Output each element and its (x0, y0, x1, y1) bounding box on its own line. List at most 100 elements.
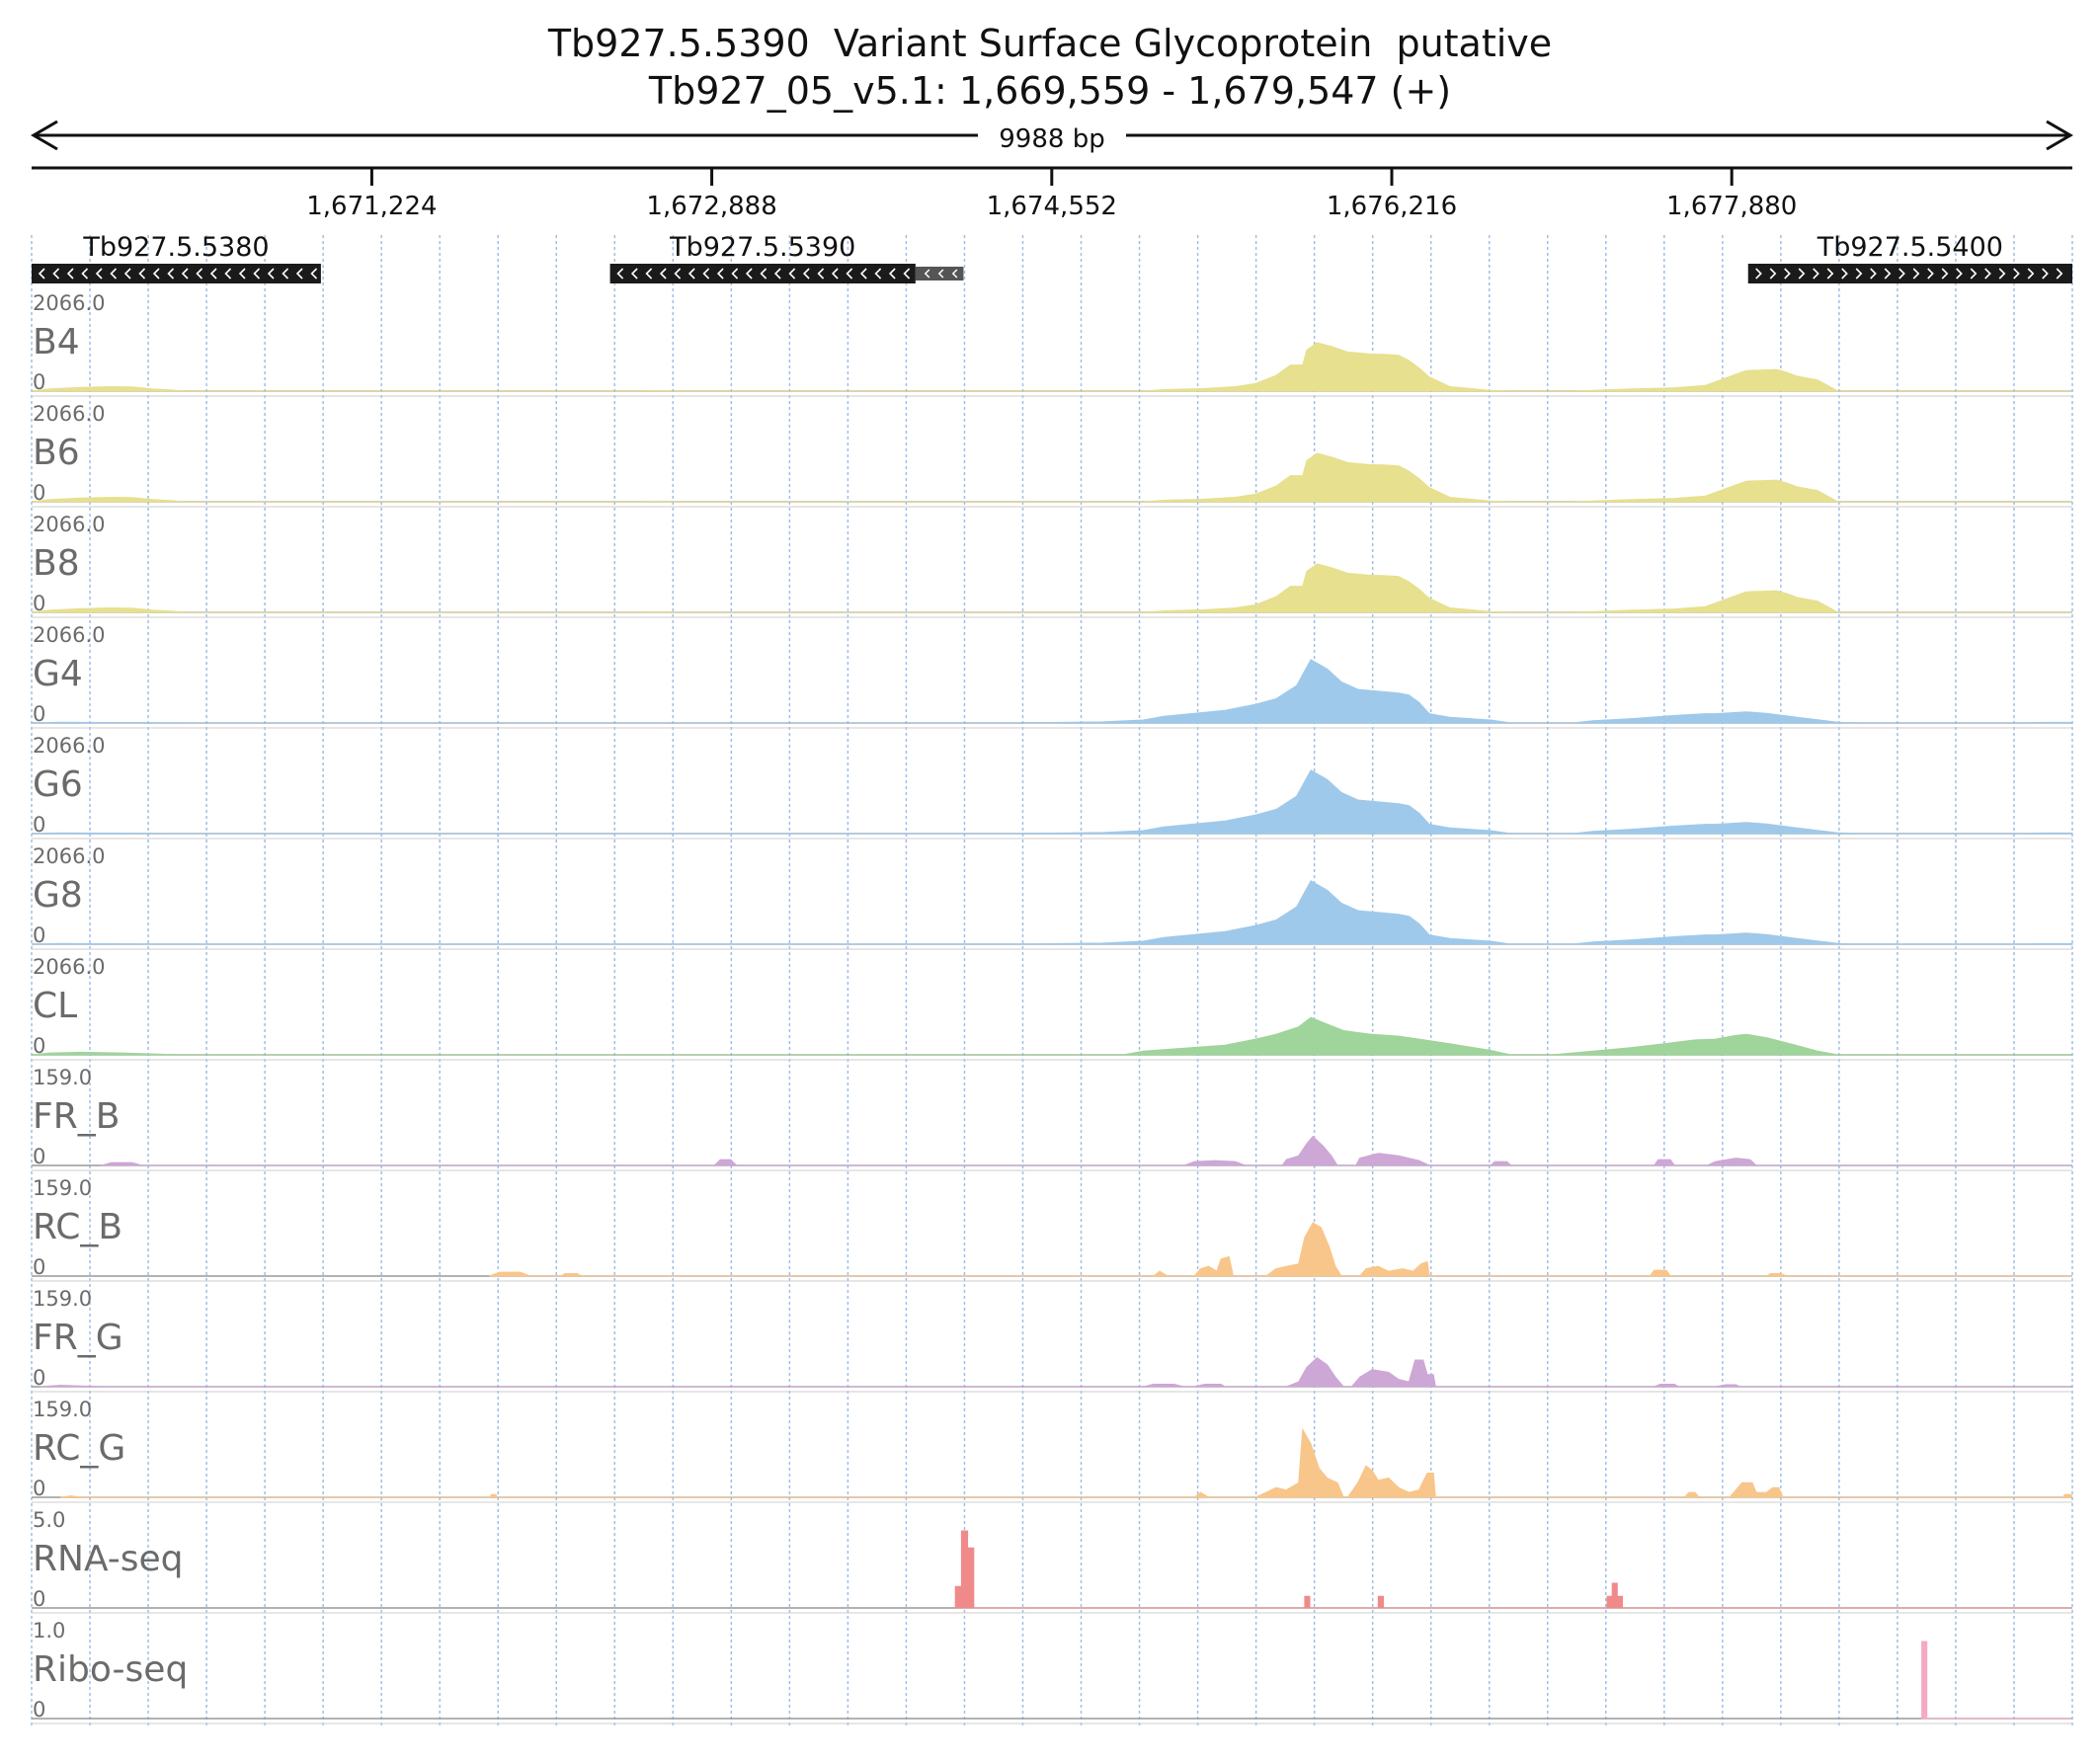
track-max-label: 2066.0 (33, 513, 105, 536)
track-signal-area (60, 1427, 2073, 1498)
span-arrow-left-icon (31, 120, 58, 151)
chart-title: Tb927.5.5390 Variant Surface Glycoprotei… (547, 22, 1553, 65)
track-max-label: 1.0 (33, 1619, 65, 1643)
gene-strand-chevron-icon (659, 268, 667, 280)
track-signal-area (40, 1356, 2072, 1388)
gene-strand-chevron-icon (1884, 268, 1892, 280)
track-signal-area (31, 563, 2072, 613)
gene-strand-chevron-icon (903, 268, 911, 280)
track-min-label: 0 (33, 592, 45, 615)
gene-strand-chevron-icon (253, 268, 261, 280)
track-max-label: 2066.0 (33, 734, 105, 758)
gene-strand-chevron-icon (110, 268, 118, 280)
gene-strand-chevron-icon (773, 268, 781, 280)
span-arrow-right-icon (2046, 120, 2073, 151)
track-name-label: B8 (33, 543, 80, 584)
track-name-label: B4 (33, 322, 80, 362)
track-max-label: 159.0 (33, 1176, 92, 1200)
track-signal-area (101, 1135, 2072, 1166)
gene-strand-chevron-icon (238, 268, 246, 280)
gene-strand-chevron-icon (282, 268, 289, 280)
gene-strand-chevron-icon (52, 268, 60, 280)
track-name-label: RNA-seq (33, 1539, 184, 1579)
track-name-label: Ribo-seq (33, 1649, 188, 1690)
gene-strand-chevron-icon (1912, 268, 1920, 280)
gene-strand-chevron-icon (687, 268, 695, 280)
gene-strand-chevron-icon (196, 268, 203, 280)
gene-strand-chevron-icon (1841, 268, 1848, 280)
gene-box (1747, 264, 2072, 283)
gene-strand-chevron-icon (1927, 268, 1934, 280)
span-label: 9988 bp (999, 124, 1104, 154)
track-max-label: 2066.0 (33, 623, 105, 647)
track-name-label: B6 (33, 433, 80, 473)
track-max-label: 159.0 (33, 1287, 92, 1311)
track-name-label: FR_B (33, 1096, 120, 1137)
gene-strand-chevron-icon (760, 268, 767, 280)
gene-strand-chevron-icon (1941, 268, 1949, 280)
ruler-tick-label: 1,672,888 (646, 192, 776, 221)
gene-strand-chevron-icon (167, 268, 175, 280)
track-name-label: G6 (33, 764, 83, 805)
gene-strand-chevron-icon (1855, 268, 1863, 280)
gene-strand-chevron-icon (1813, 268, 1819, 280)
track-max-label: 159.0 (33, 1398, 92, 1421)
gene-label: Tb927.5.5400 (1817, 232, 2003, 263)
track-min-label: 0 (33, 1145, 45, 1168)
gene-strand-chevron-icon (81, 268, 89, 280)
track-min-label: 0 (33, 1477, 45, 1500)
track-name-label: RC_G (33, 1428, 125, 1469)
gene-strand-chevron-icon (1956, 268, 1963, 280)
track-signal-area (31, 1016, 2072, 1056)
gene-strand-chevron-icon (295, 268, 303, 280)
track-name-label: G8 (33, 875, 83, 916)
track-min-label: 0 (33, 370, 45, 394)
gene-strand-chevron-icon (2013, 268, 2020, 280)
track-signal-area (489, 1222, 2072, 1277)
track-min-label: 0 (33, 923, 45, 947)
gene-strand-chevron-icon (1970, 268, 1978, 280)
track-min-label: 0 (33, 702, 45, 726)
gene-strand-chevron-icon (924, 269, 930, 279)
chart-subtitle-region: Tb927_05_v5.1: 1,669,559 - 1,679,547 (+) (648, 69, 1452, 113)
gene-strand-chevron-icon (1998, 268, 2006, 280)
track-name-label: RC_B (33, 1207, 122, 1247)
track-signal-area (31, 452, 2072, 503)
gene-strand-chevron-icon (937, 269, 944, 279)
gene-strand-chevron-icon (702, 268, 710, 280)
track-min-label: 0 (33, 813, 45, 837)
track-name-label: G4 (33, 654, 83, 694)
gene-strand-chevron-icon (859, 268, 867, 280)
gene-strand-chevron-icon (674, 268, 682, 280)
track-min-label: 0 (33, 1034, 45, 1058)
track-name-label: CL (33, 986, 77, 1026)
gene-strand-chevron-icon (181, 268, 189, 280)
gene-strand-chevron-icon (138, 268, 146, 280)
gene-strand-chevron-icon (66, 268, 74, 280)
gene-strand-chevron-icon (1798, 268, 1806, 280)
gene-strand-chevron-icon (831, 268, 839, 280)
track-signal-area (1921, 1641, 2072, 1720)
track-signal-area (954, 1530, 2072, 1609)
track-min-label: 0 (33, 1255, 45, 1279)
gene-strand-chevron-icon (1984, 268, 1991, 280)
gene-strand-chevron-icon (645, 268, 653, 280)
track-max-label: 5.0 (33, 1508, 65, 1532)
gene-strand-chevron-icon (209, 268, 217, 280)
gene-strand-chevron-icon (616, 268, 624, 280)
gene-box (609, 264, 916, 283)
gene-label: Tb927.5.5380 (82, 232, 269, 263)
span-label-background (978, 117, 1126, 154)
gene-strand-chevron-icon (1898, 268, 1905, 280)
gene-strand-chevron-icon (731, 268, 739, 280)
gene-strand-chevron-icon (745, 268, 753, 280)
gene-strand-chevron-icon (2027, 268, 2035, 280)
gene-strand-chevron-icon (2042, 268, 2049, 280)
gene-strand-chevron-icon (888, 268, 896, 280)
gene-strand-chevron-icon (95, 268, 103, 280)
ruler-tick-label: 1,676,216 (1327, 192, 1457, 221)
track-max-label: 2066.0 (33, 402, 105, 426)
track-min-label: 0 (33, 1698, 45, 1722)
gene-strand-chevron-icon (267, 268, 275, 280)
